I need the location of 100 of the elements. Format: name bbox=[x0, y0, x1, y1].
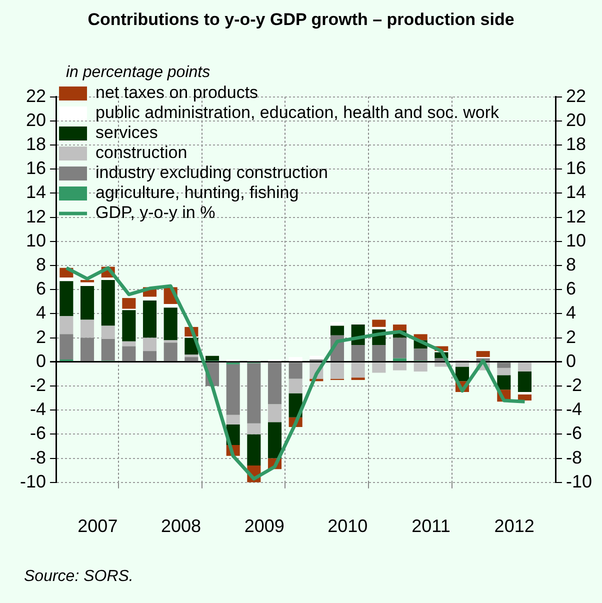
bar bbox=[268, 362, 282, 404]
x-tick-label: 2010 bbox=[328, 516, 368, 536]
bar bbox=[142, 351, 157, 362]
bar bbox=[372, 362, 386, 373]
y-axis-title: in percentage points bbox=[66, 64, 210, 82]
bar bbox=[226, 364, 240, 415]
legend-label: agriculture, hunting, fishing bbox=[96, 183, 299, 202]
y2-tick-label: 16 bbox=[566, 158, 586, 178]
bar bbox=[330, 362, 344, 379]
bar bbox=[60, 281, 74, 316]
bar bbox=[330, 326, 344, 336]
bar bbox=[184, 354, 198, 358]
y-tick-label: 8 bbox=[36, 254, 46, 274]
bar bbox=[122, 341, 136, 346]
y-tick-label: -4 bbox=[30, 399, 46, 420]
bar bbox=[80, 286, 94, 320]
bar bbox=[164, 308, 178, 340]
y-tick-label: 16 bbox=[26, 158, 46, 178]
y-tick-label: 14 bbox=[26, 182, 46, 202]
x-tick-label: 2012 bbox=[494, 516, 534, 536]
bar bbox=[372, 345, 386, 362]
bar bbox=[518, 372, 532, 392]
x-tick-label: 2011 bbox=[412, 516, 450, 536]
y2-tick-label: 10 bbox=[566, 230, 586, 250]
bar bbox=[414, 348, 428, 361]
y2-tick-label: -6 bbox=[566, 423, 582, 444]
legend-label: construction bbox=[96, 143, 188, 162]
y2-tick-label: 8 bbox=[566, 254, 576, 274]
bar bbox=[288, 378, 302, 394]
y-tick-label: 12 bbox=[26, 206, 46, 226]
bar bbox=[60, 278, 74, 282]
bar bbox=[122, 310, 136, 342]
y-tick-label: -2 bbox=[30, 374, 46, 395]
bar bbox=[247, 434, 261, 466]
x-tick-label: 2007 bbox=[78, 516, 118, 536]
source-note: Source: SORS. bbox=[24, 568, 134, 586]
bar bbox=[497, 375, 511, 390]
bar bbox=[164, 342, 178, 362]
bar bbox=[351, 362, 365, 378]
legend-label: GDP, y-o-y in % bbox=[96, 203, 216, 222]
bar bbox=[372, 326, 386, 330]
chart-title: Contributions to y-o-y GDP growth – production side bbox=[86, 10, 516, 30]
bar bbox=[80, 282, 94, 286]
bar bbox=[392, 324, 407, 331]
bar bbox=[497, 368, 511, 376]
bar bbox=[101, 280, 115, 326]
bar bbox=[414, 362, 428, 372]
bar bbox=[142, 338, 157, 352]
y2-tick-label: 18 bbox=[566, 134, 586, 154]
bar bbox=[497, 362, 511, 368]
bar bbox=[80, 280, 94, 282]
bar bbox=[164, 304, 178, 308]
bar bbox=[518, 362, 532, 372]
bar bbox=[122, 298, 136, 309]
bar bbox=[288, 362, 302, 379]
bar bbox=[455, 362, 470, 367]
y2-tick-label: 12 bbox=[566, 206, 586, 226]
bar bbox=[60, 334, 74, 360]
bar bbox=[247, 423, 261, 434]
y-tick-label: -8 bbox=[30, 447, 46, 468]
bar bbox=[226, 414, 240, 425]
y-tick-label: 22 bbox=[26, 86, 46, 106]
bar bbox=[122, 346, 136, 362]
y2-tick-label: -4 bbox=[566, 399, 582, 420]
bar bbox=[392, 362, 407, 370]
y-tick-label: 18 bbox=[26, 134, 46, 154]
y-tick-label: 10 bbox=[26, 230, 46, 250]
bar bbox=[268, 422, 282, 458]
bar bbox=[392, 338, 407, 358]
bar bbox=[80, 320, 94, 338]
x-tick-label: 2009 bbox=[244, 516, 284, 536]
bar bbox=[476, 351, 490, 358]
bar bbox=[101, 339, 115, 361]
y2-tick-label: 20 bbox=[566, 110, 586, 130]
y-tick-label: 20 bbox=[26, 110, 46, 130]
y-tick-label: -6 bbox=[30, 423, 46, 444]
y2-tick-label: 6 bbox=[566, 278, 576, 299]
y-tick-label: 4 bbox=[36, 302, 46, 323]
bar bbox=[247, 363, 261, 424]
x-tick-label: 2008 bbox=[160, 516, 202, 536]
bar bbox=[142, 296, 157, 300]
y-tick-label: 0 bbox=[36, 350, 46, 371]
y2-tick-label: -10 bbox=[566, 471, 592, 492]
y2-tick-label: -2 bbox=[566, 374, 582, 395]
bar bbox=[60, 316, 74, 334]
y2-tick-label: -8 bbox=[566, 447, 582, 468]
bar bbox=[142, 300, 157, 338]
legend-label: industry excluding construction bbox=[96, 163, 328, 182]
y-tick-label: 2 bbox=[36, 326, 46, 347]
bar bbox=[101, 326, 115, 340]
y2-tick-label: 22 bbox=[566, 86, 586, 106]
y2-tick-label: 2 bbox=[566, 326, 576, 347]
bar bbox=[80, 338, 94, 362]
legend-label: net taxes on products bbox=[96, 83, 258, 102]
y2-tick-label: 14 bbox=[566, 182, 586, 202]
bar bbox=[268, 404, 282, 422]
y-tick-label: -10 bbox=[20, 471, 46, 492]
bar bbox=[310, 356, 324, 360]
bar bbox=[288, 357, 302, 362]
y2-tick-label: 0 bbox=[566, 350, 576, 371]
